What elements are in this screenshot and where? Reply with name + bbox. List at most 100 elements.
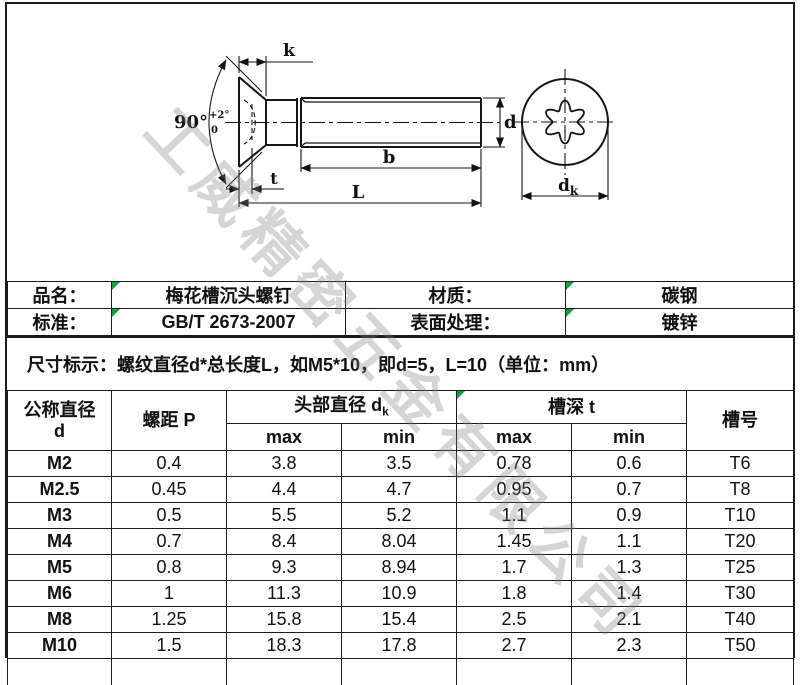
- cell-dk-min: 8.04: [341, 528, 457, 555]
- cell-dk-max: 5.5: [226, 502, 342, 529]
- angle-label: 90° +2° 0: [174, 110, 229, 136]
- dim-label-L: L: [352, 182, 365, 203]
- cell-dk-max: 11.3: [226, 580, 342, 607]
- cell-slot: T8: [686, 476, 794, 503]
- cutoff-row: [7, 658, 794, 685]
- cell-pitch: 0.4: [111, 450, 227, 477]
- cell-size: M10: [7, 632, 112, 659]
- spec-sheet: k t b L d dk 90° +2° 0 品名： 梅花槽沉头螺钉 材质： 碳…: [5, 2, 795, 685]
- cell-dk-max: 15.8: [226, 606, 342, 633]
- dimension-lines: [208, 55, 609, 207]
- cell-dk-min: 5.2: [341, 502, 457, 529]
- table-row: M4 0.7 8.4 8.04 1.45 1.1 T20: [7, 528, 794, 555]
- surface-value: 镀锌: [565, 308, 794, 336]
- header-slot-depth: 槽深 t: [456, 390, 687, 424]
- header-dk-min: min: [341, 423, 457, 451]
- header-t-max: max: [456, 423, 572, 451]
- cell-t-max: 1.45: [456, 528, 572, 555]
- product-name-value: 梅花槽沉头螺钉: [111, 281, 346, 309]
- cell-pitch: 0.7: [111, 528, 227, 555]
- table-row: 品名： 梅花槽沉头螺钉 材质： 碳钢: [7, 281, 794, 309]
- standard-value: GB/T 2673-2007: [111, 308, 346, 336]
- cell-t-max: 2.7: [456, 632, 572, 659]
- table-header-row: 公称直径 d 螺距 P 头部直径 dk 槽深 t 槽号: [7, 390, 794, 451]
- material-label: 材质：: [345, 281, 566, 309]
- cell-slot: T40: [686, 606, 794, 633]
- cell-t-min: 0.6: [571, 450, 687, 477]
- cell-pitch: 0.5: [111, 502, 227, 529]
- cell-dk-min: 8.94: [341, 554, 457, 581]
- svg-text:+2°: +2°: [209, 110, 229, 121]
- header-dk-max: max: [226, 423, 342, 451]
- technical-drawing: k t b L d dk 90° +2° 0: [7, 4, 793, 281]
- dim-label-dk: dk: [558, 176, 579, 198]
- cell-t-min: 0.9: [571, 502, 687, 529]
- surface-label: 表面处理：: [345, 308, 566, 336]
- table-row: M2.5 0.45 4.4 4.7 0.95 0.7 T8: [7, 476, 794, 503]
- cell-pitch: 0.8: [111, 554, 227, 581]
- cell-slot: T20: [686, 528, 794, 555]
- cell-slot: T10: [686, 502, 794, 529]
- cell-t-max: 1.8: [456, 580, 572, 607]
- header-head-diameter: 头部直径 dk: [226, 390, 457, 424]
- cell-t-min: 2.3: [571, 632, 687, 659]
- header-slot-number: 槽号: [686, 390, 794, 451]
- cell-t-max: 1.1: [456, 502, 572, 529]
- cell-size: M5: [7, 554, 112, 581]
- cell-dk-min: 3.5: [341, 450, 457, 477]
- cell-size: M2.5: [7, 476, 112, 503]
- side-view-outline: [238, 76, 482, 168]
- cell-t-min: 0.7: [571, 476, 687, 503]
- cell-dk-max: 3.8: [226, 450, 342, 477]
- dim-label-d: d: [504, 112, 517, 133]
- header-t-min: min: [571, 423, 687, 451]
- cell-slot: T50: [686, 632, 794, 659]
- cell-pitch: 0.45: [111, 476, 227, 503]
- cell-t-min: 1.1: [571, 528, 687, 555]
- table-row: M10 1.5 18.3 17.8 2.7 2.3 T50: [7, 632, 794, 659]
- table-row: M8 1.25 15.8 15.4 2.5 2.1 T40: [7, 606, 794, 633]
- dimension-note: 尺寸标示：螺纹直径d*总长度L，如M5*10，即d=5，L=10（单位：mm）: [7, 336, 793, 390]
- dim-label-t: t: [270, 169, 278, 188]
- table-row: M3 0.5 5.5 5.2 1.1 0.9 T10: [7, 502, 794, 529]
- cell-t-max: 2.5: [456, 606, 572, 633]
- cell-slot: T25: [686, 554, 794, 581]
- dim-label-k: k: [283, 41, 296, 61]
- cell-t-max: 0.78: [456, 450, 572, 477]
- material-value: 碳钢: [565, 281, 794, 309]
- table-row: M5 0.8 9.3 8.94 1.7 1.3 T25: [7, 554, 794, 581]
- cell-size: M3: [7, 502, 112, 529]
- cell-pitch: 1.5: [111, 632, 227, 659]
- cell-t-min: 2.1: [571, 606, 687, 633]
- table-row: M2 0.4 3.8 3.5 0.78 0.6 T6: [7, 450, 794, 477]
- spec-table: 公称直径 d 螺距 P 头部直径 dk 槽深 t 槽号 max min max m…: [7, 390, 794, 685]
- cell-slot: T30: [686, 580, 794, 607]
- dim-label-b: b: [383, 147, 396, 168]
- cell-pitch: 1.25: [111, 606, 227, 633]
- header-nominal-diameter: 公称直径 d: [7, 390, 112, 451]
- cell-dk-min: 4.7: [341, 476, 457, 503]
- cell-size: M2: [7, 450, 112, 477]
- cell-dk-min: 10.9: [341, 580, 457, 607]
- cell-dk-min: 17.8: [341, 632, 457, 659]
- table-row: 标准： GB/T 2673-2007 表面处理： 镀锌: [7, 308, 794, 336]
- cell-dk-min: 15.4: [341, 606, 457, 633]
- cell-t-max: 0.95: [456, 476, 572, 503]
- product-info-table: 品名： 梅花槽沉头螺钉 材质： 碳钢 标准： GB/T 2673-2007 表面…: [7, 281, 794, 336]
- cell-t-max: 1.7: [456, 554, 572, 581]
- cell-slot: T6: [686, 450, 794, 477]
- cell-dk-max: 4.4: [226, 476, 342, 503]
- screw-drawing-svg: k t b L d dk 90° +2° 0: [174, 41, 617, 207]
- cell-size: M8: [7, 606, 112, 633]
- header-pitch: 螺距 P: [111, 390, 227, 451]
- table-row: M6 1 11.3 10.9 1.8 1.4 T30: [7, 580, 794, 607]
- cell-dk-max: 8.4: [226, 528, 342, 555]
- cell-t-min: 1.4: [571, 580, 687, 607]
- product-name-label: 品名：: [7, 281, 112, 309]
- cell-size: M4: [7, 528, 112, 555]
- cell-dk-max: 9.3: [226, 554, 342, 581]
- standard-label: 标准：: [7, 308, 112, 336]
- cell-dk-max: 18.3: [226, 632, 342, 659]
- cell-size: M6: [7, 580, 112, 607]
- svg-text:90°: 90°: [174, 112, 208, 133]
